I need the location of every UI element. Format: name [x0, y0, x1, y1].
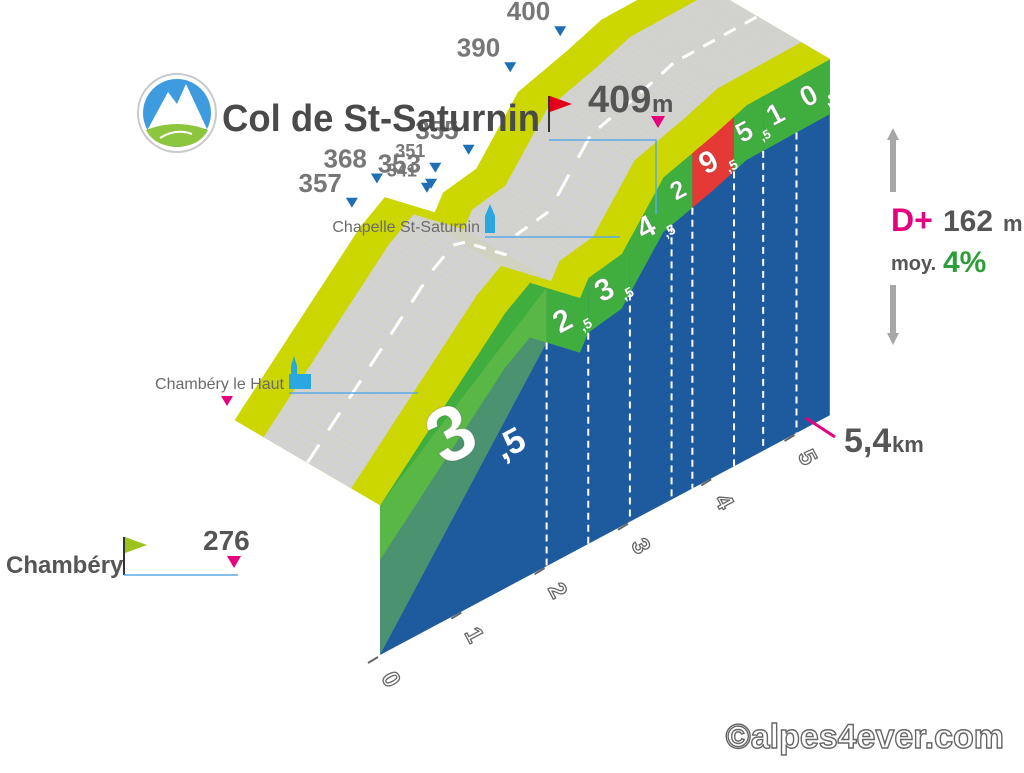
road-centre-dash	[514, 225, 529, 237]
copyright-text: ©alpes4ever.com	[726, 718, 1004, 756]
altitude-pointer-icon	[425, 178, 438, 189]
road-centre-dash	[306, 443, 321, 464]
road-centre-dash	[723, 27, 737, 37]
total-distance-unit: km	[892, 432, 924, 457]
road-asphalt-strip	[696, 0, 789, 52]
altitude-label: 357	[299, 168, 342, 198]
elevation-gain-arrows	[887, 128, 899, 345]
distance-tick-label: 5	[792, 445, 822, 469]
road-centre-dash	[473, 243, 487, 251]
road-centre-dash	[660, 62, 675, 75]
distance-tick	[617, 522, 629, 531]
church-icon	[289, 356, 311, 389]
gradient-band-7	[763, 77, 797, 151]
altitude-pointer-icon	[504, 62, 517, 73]
summit-unit: m	[652, 91, 673, 118]
distance-tick-label: 3	[625, 534, 655, 558]
road-centre-dash	[410, 283, 425, 304]
gradient-band-5	[692, 116, 734, 208]
first-segment-highlight	[380, 287, 547, 655]
altitude-pointer-icon	[221, 396, 233, 406]
altitude-pointer-icon	[429, 162, 442, 173]
gain-unit: m	[1003, 211, 1023, 236]
road-centre-dash	[431, 255, 446, 272]
distance-tick	[367, 656, 379, 664]
summit-altitude: 409	[588, 79, 651, 121]
altitude-label: 355	[415, 115, 458, 145]
gradient-band-8	[796, 59, 830, 133]
road-centre-dash	[681, 50, 695, 60]
avg-value: 4%	[943, 246, 986, 279]
altitude-pointer-icon	[345, 197, 358, 208]
page-title: Col de St-Saturnin	[222, 98, 540, 140]
title-badge	[137, 73, 217, 153]
road-surface	[234, 0, 831, 506]
road-centre-dash	[347, 379, 363, 400]
distance-pointer	[805, 416, 836, 439]
altitude-pointer-icon	[370, 173, 383, 184]
distance-tick-label: 1	[459, 623, 489, 647]
distance-tick-label: 2	[542, 578, 572, 602]
start-flag-icon	[123, 537, 147, 575]
gradient-band-6	[734, 95, 764, 172]
start-altitude: 276	[203, 525, 250, 556]
summit-flag-icon	[548, 96, 572, 132]
distance-tick	[783, 434, 796, 442]
gain-label: D+	[891, 202, 933, 238]
road-asphalt-strip	[720, 0, 802, 45]
profile-front-side	[380, 59, 830, 656]
altitude-markers: 357368341353351355390400408	[221, 0, 567, 406]
road-centre-dash	[598, 116, 612, 129]
road-centre-dash	[389, 315, 404, 336]
segment-dividers	[545, 132, 798, 567]
chapel-icon	[485, 204, 495, 233]
distance-tick	[450, 611, 462, 620]
altitude-label: 400	[507, 0, 550, 26]
altitude-label: 351	[395, 141, 425, 161]
summit-leader-line	[549, 139, 657, 214]
road-centre-dash	[535, 210, 550, 222]
gradient-band-1	[546, 277, 589, 353]
distance-tick-label: 4	[709, 490, 739, 515]
gradient-band-4	[671, 152, 693, 226]
road-centre-dash	[556, 173, 571, 197]
altitude-pointer-icon	[554, 26, 567, 37]
road-centre-dash	[327, 411, 342, 432]
altitude-pointer-icon	[462, 144, 475, 155]
place-chambery-haut-label: Chambéry le Haut	[155, 376, 285, 393]
distance-tick	[534, 567, 546, 576]
avg-label: moy.	[891, 253, 936, 275]
road-asphalt-strip	[712, 0, 798, 48]
start-name: Chambéry	[6, 552, 124, 579]
road-asphalt-strip	[704, 0, 794, 50]
road-centre-dash	[639, 81, 654, 94]
road-centre-dash	[744, 15, 758, 25]
altitude-label: 368	[324, 144, 367, 174]
road-centre-dash	[618, 99, 633, 112]
road-centre-dash	[452, 240, 466, 247]
summit-pointer-icon	[651, 116, 665, 128]
road-centre-dash	[702, 38, 716, 48]
profile-side-face	[380, 59, 830, 656]
distance-tick-label: 0	[376, 667, 406, 691]
gradient-band-3	[629, 170, 672, 294]
gain-value: 162	[943, 205, 993, 238]
altitude-label: 390	[457, 32, 500, 62]
road-centre-dash	[368, 347, 383, 368]
start-pointer-icon	[227, 556, 241, 568]
distance-tick	[700, 478, 712, 487]
place-chapelle-label: Chapelle St-Saturnin	[332, 219, 480, 236]
gradient-band-2	[588, 238, 630, 333]
altitude-label: 341	[387, 161, 417, 181]
total-distance-value: 5,4	[844, 422, 891, 460]
road-centre-dash	[494, 249, 508, 257]
altitude-label: 353	[378, 149, 421, 179]
